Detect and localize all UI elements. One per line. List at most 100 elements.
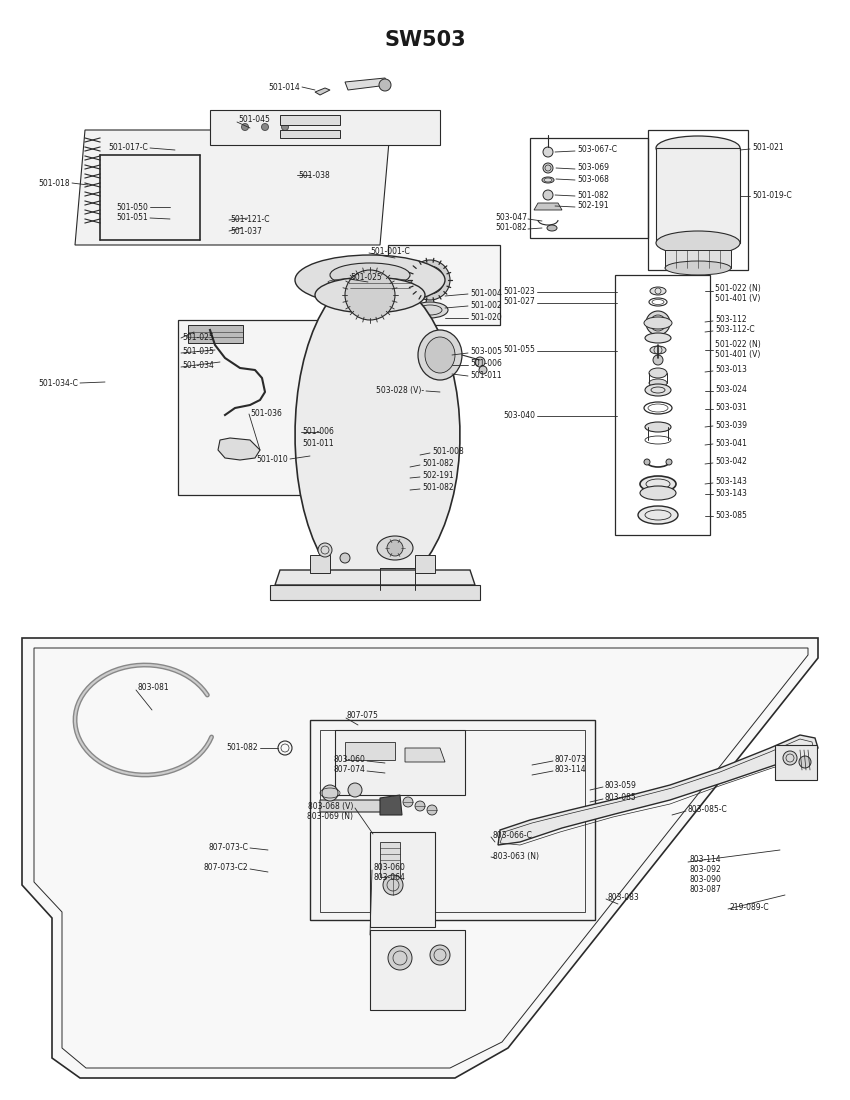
Circle shape <box>340 553 350 563</box>
Circle shape <box>387 540 403 556</box>
Text: 501-082: 501-082 <box>577 190 609 199</box>
Ellipse shape <box>650 287 666 295</box>
Bar <box>388 245 500 324</box>
Text: 501-010: 501-010 <box>256 455 288 464</box>
Text: 503-041: 503-041 <box>715 439 747 448</box>
Text: 503-040: 503-040 <box>503 410 535 419</box>
Bar <box>178 320 378 495</box>
Text: 803-059: 803-059 <box>605 781 637 791</box>
Circle shape <box>543 147 553 157</box>
Text: 503-031: 503-031 <box>715 404 747 412</box>
Text: 803-060: 803-060 <box>374 864 405 872</box>
Polygon shape <box>275 570 475 585</box>
Text: 807-074: 807-074 <box>333 766 365 774</box>
Ellipse shape <box>295 255 445 305</box>
Text: 501-034-C: 501-034-C <box>38 378 78 387</box>
Circle shape <box>410 260 450 300</box>
Text: 501-045: 501-045 <box>238 116 269 124</box>
Ellipse shape <box>412 302 448 318</box>
Text: 803-114: 803-114 <box>690 856 722 865</box>
Text: 803-092: 803-092 <box>690 866 722 874</box>
Polygon shape <box>345 742 395 760</box>
Text: 501-037: 501-037 <box>230 228 262 236</box>
Text: 501-008: 501-008 <box>432 448 464 456</box>
Polygon shape <box>405 748 445 762</box>
Text: 803-085-C: 803-085-C <box>688 805 728 814</box>
Bar <box>280 130 340 138</box>
Text: 503-085: 503-085 <box>715 510 747 519</box>
Text: 803-090: 803-090 <box>690 876 722 884</box>
Circle shape <box>348 783 362 798</box>
Text: 501-025: 501-025 <box>350 274 382 283</box>
Ellipse shape <box>640 476 676 492</box>
Circle shape <box>241 123 248 131</box>
Ellipse shape <box>656 231 740 255</box>
Text: 501-051: 501-051 <box>116 213 148 222</box>
Polygon shape <box>75 130 390 245</box>
Ellipse shape <box>645 422 671 432</box>
Ellipse shape <box>645 333 671 343</box>
Text: 803-087: 803-087 <box>690 886 722 894</box>
Text: 807-073-C2: 807-073-C2 <box>203 864 248 872</box>
Text: 803-063 (N): 803-063 (N) <box>493 851 539 860</box>
Polygon shape <box>345 78 388 90</box>
Bar <box>648 130 748 270</box>
Text: 803-069 (N): 803-069 (N) <box>307 812 353 821</box>
Text: 502-191: 502-191 <box>422 472 454 481</box>
Bar <box>270 585 480 600</box>
Bar <box>615 275 710 535</box>
Text: SW503: SW503 <box>384 30 466 50</box>
Text: 503-143: 503-143 <box>715 477 747 486</box>
Bar <box>188 324 243 343</box>
Circle shape <box>644 459 650 465</box>
Circle shape <box>646 311 670 336</box>
Text: 503-069: 503-069 <box>577 164 609 173</box>
Circle shape <box>415 801 425 811</box>
Text: 803-081: 803-081 <box>138 683 170 693</box>
Text: 501-121-C: 501-121-C <box>230 216 269 224</box>
Text: 501-027: 501-027 <box>503 297 535 307</box>
Text: 503-039: 503-039 <box>715 420 747 429</box>
Text: 503-112-C: 503-112-C <box>715 326 755 334</box>
Polygon shape <box>218 438 260 460</box>
Text: 501-011: 501-011 <box>470 371 502 380</box>
Circle shape <box>383 874 403 895</box>
Ellipse shape <box>638 506 678 524</box>
Text: 501-401 (V): 501-401 (V) <box>715 351 761 360</box>
Ellipse shape <box>649 368 667 378</box>
Text: 501-006: 501-006 <box>302 428 334 437</box>
Bar <box>370 930 465 1010</box>
Text: 501-017-C: 501-017-C <box>108 143 148 153</box>
Text: 501-082: 501-082 <box>226 744 258 752</box>
Text: 501-021: 501-021 <box>752 143 784 153</box>
Text: 501-002: 501-002 <box>470 300 502 309</box>
Polygon shape <box>295 275 460 595</box>
Text: 803-064: 803-064 <box>374 873 405 882</box>
Text: 501-401 (V): 501-401 (V) <box>715 295 761 304</box>
Text: 501-020: 501-020 <box>470 312 502 321</box>
Text: 501-006: 501-006 <box>470 360 502 368</box>
Text: 501-023: 501-023 <box>503 286 535 296</box>
Text: 501-082: 501-082 <box>422 460 454 469</box>
Circle shape <box>653 355 663 365</box>
Text: 503-112: 503-112 <box>715 316 746 324</box>
Ellipse shape <box>542 177 554 183</box>
Text: 503-067-C: 503-067-C <box>577 145 617 154</box>
Circle shape <box>543 163 553 173</box>
Ellipse shape <box>315 277 425 313</box>
Text: 803-060: 803-060 <box>333 756 365 764</box>
Circle shape <box>322 785 338 801</box>
Text: 503-068: 503-068 <box>577 175 609 184</box>
Circle shape <box>379 79 391 91</box>
Circle shape <box>783 751 797 764</box>
Circle shape <box>427 805 437 815</box>
Text: 803-066-C: 803-066-C <box>493 832 533 840</box>
Circle shape <box>666 459 672 465</box>
Text: 501-082: 501-082 <box>422 484 454 493</box>
Polygon shape <box>534 204 562 210</box>
Circle shape <box>479 366 487 374</box>
Bar <box>335 730 465 795</box>
Polygon shape <box>315 88 330 95</box>
Text: 501-035: 501-035 <box>182 348 214 356</box>
Bar <box>415 556 435 573</box>
